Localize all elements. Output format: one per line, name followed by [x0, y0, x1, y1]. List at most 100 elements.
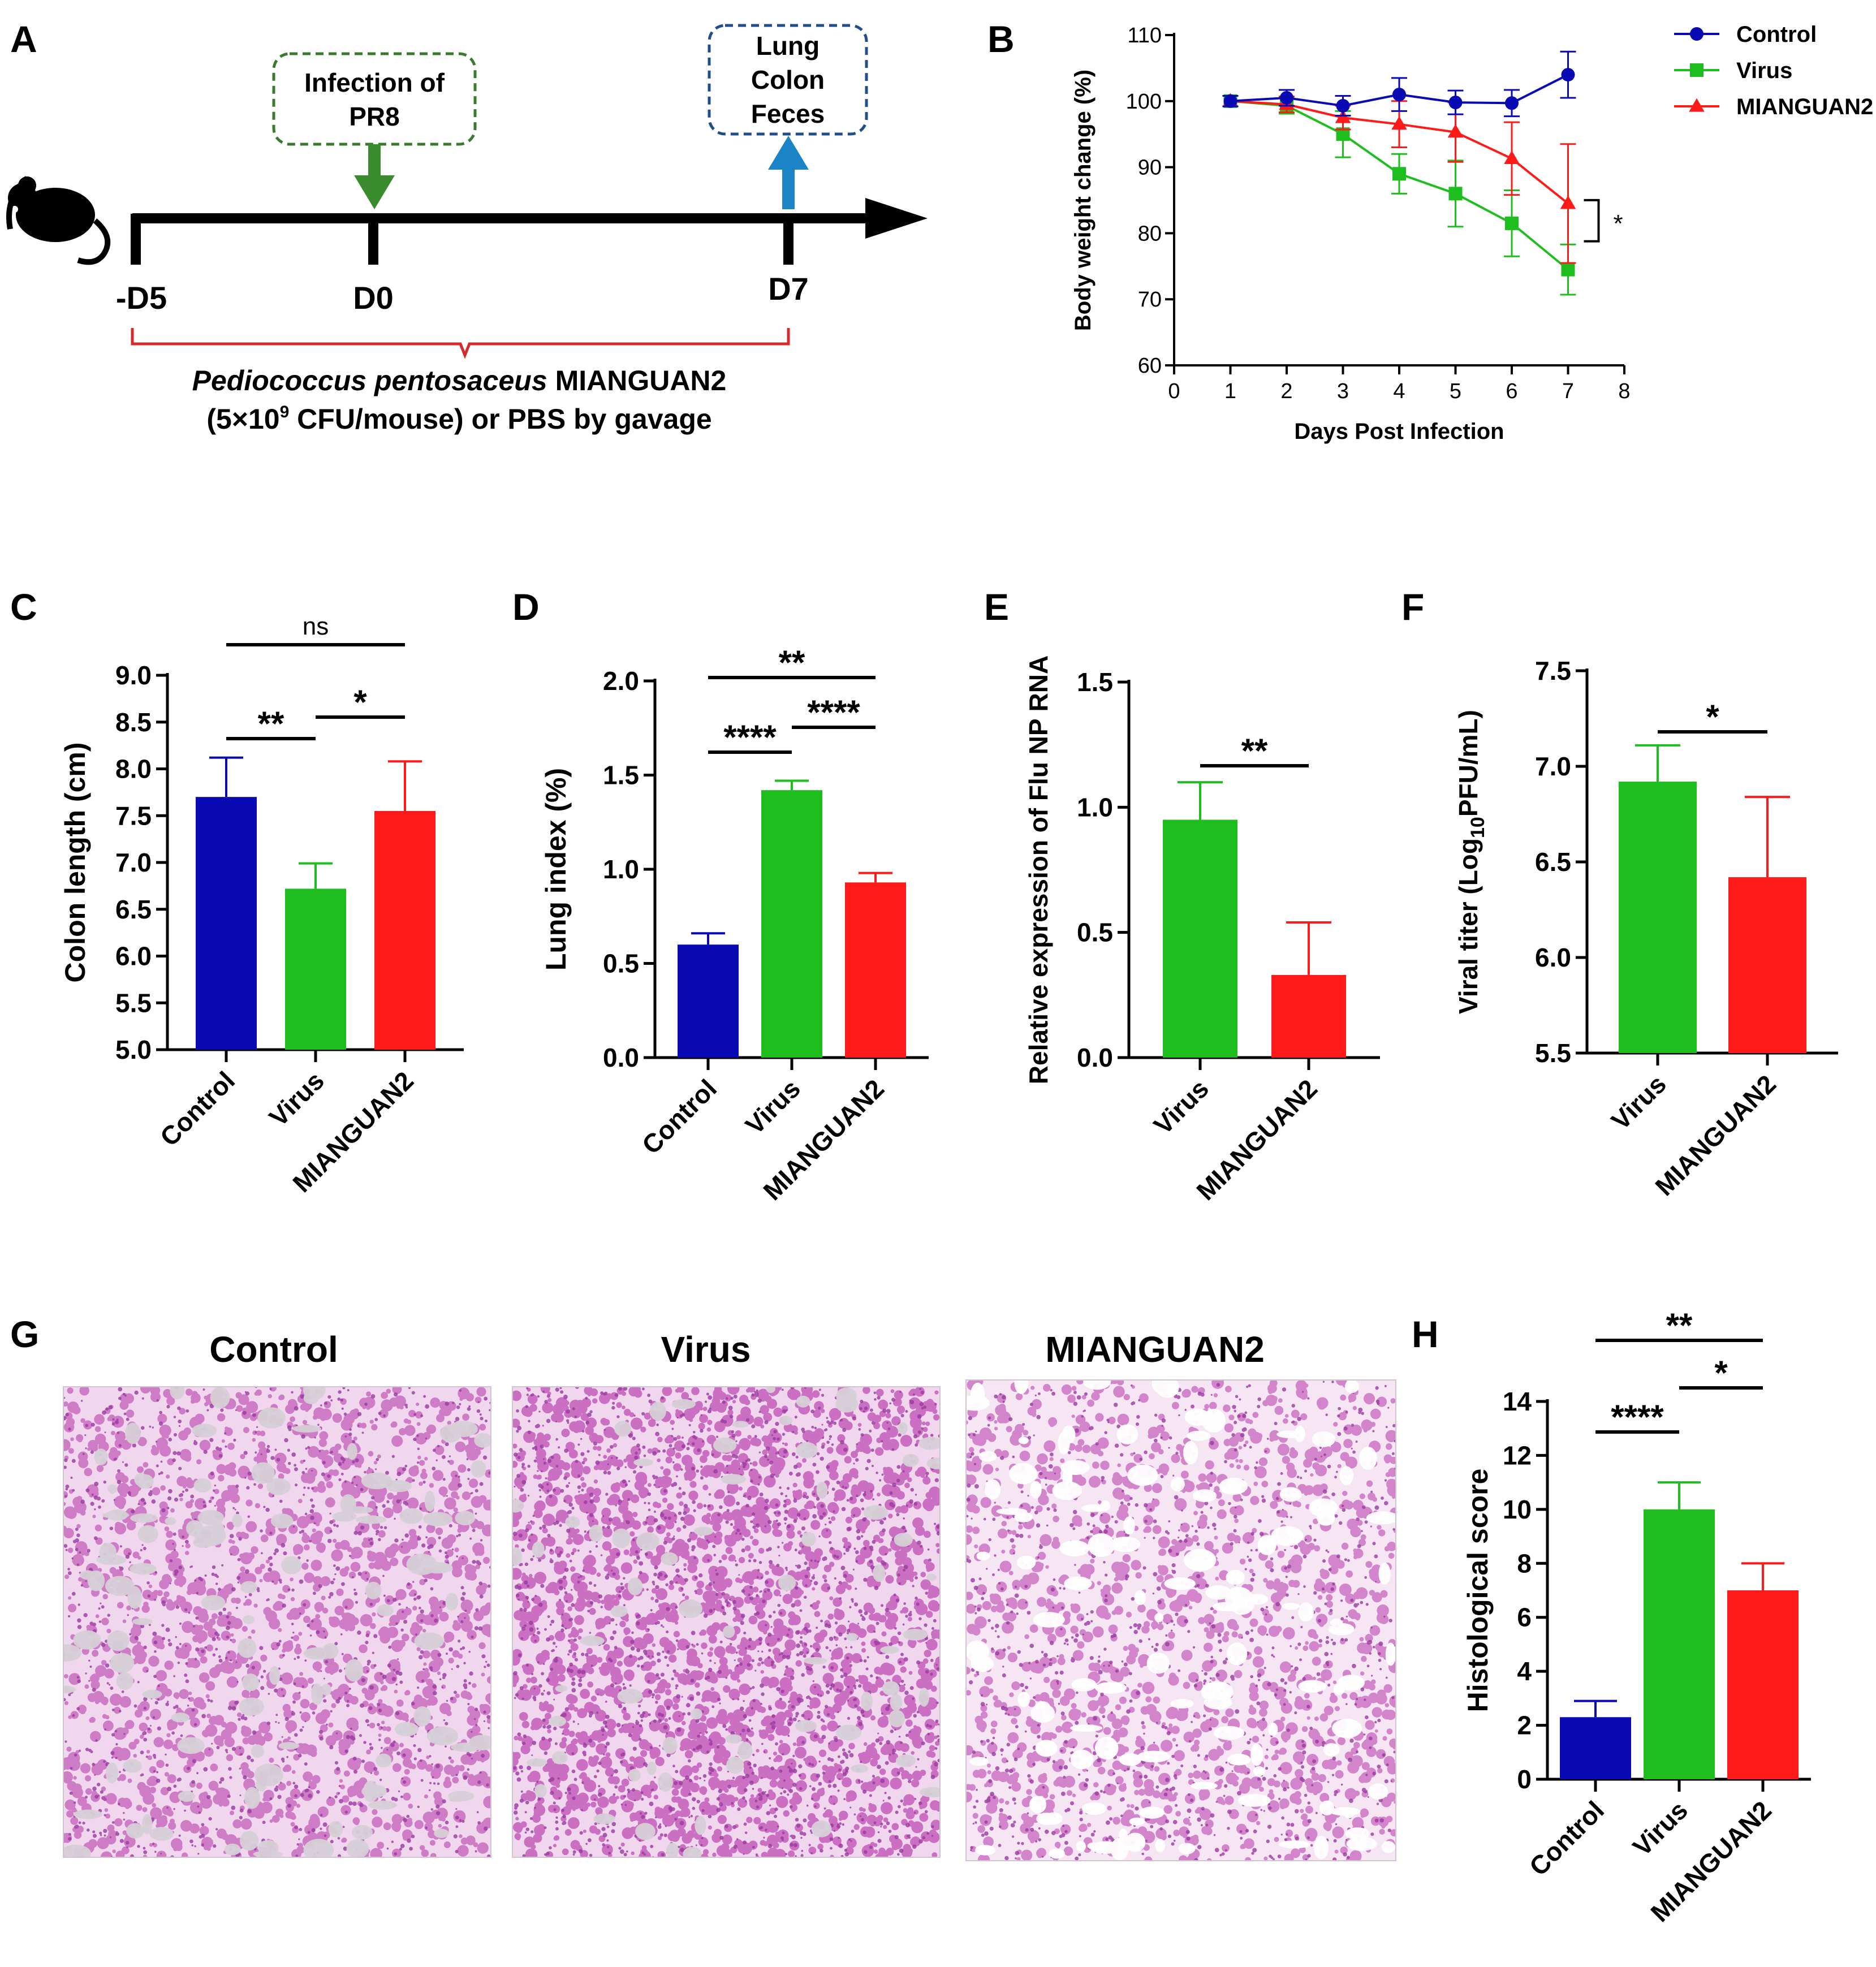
x-tick-label: Virus	[1627, 1795, 1694, 1862]
y-tick-label: 7.0	[115, 848, 152, 877]
bar-mianguan2	[1728, 877, 1806, 1053]
x-tick-label: 1	[1224, 379, 1236, 403]
infection-box-line1: Infection of	[304, 68, 445, 97]
y-tick-label: 6.5	[115, 895, 152, 924]
y-tick-label: 80	[1138, 222, 1162, 245]
panel-a-timeline: A -D5 D0 D7 Infection of PR8 Lung Colon …	[8, 18, 928, 435]
y-tick-label: 6.5	[1535, 847, 1571, 877]
significance-label: *	[1614, 210, 1623, 238]
significance-label: **	[1666, 1306, 1693, 1344]
y-tick-label: 12	[1503, 1440, 1532, 1470]
y-tick-label: 8.5	[115, 708, 152, 737]
x-tick-label: 7	[1562, 379, 1574, 403]
y-tick-label: 0.5	[1077, 918, 1113, 947]
legend-marker-virus	[1690, 63, 1704, 77]
significance-label: *	[353, 683, 367, 721]
data-point-virus	[1505, 217, 1519, 230]
y-tick-label: 0.5	[603, 949, 639, 978]
y-tick-label: 1.5	[1077, 667, 1113, 697]
y-tick-label: 90	[1138, 156, 1162, 180]
mouse-icon	[8, 176, 107, 262]
bar-virus	[1644, 1509, 1715, 1779]
y-tick-label: 10	[1503, 1495, 1532, 1524]
significance-label: ****	[807, 693, 860, 731]
y-tick-label: 0.0	[603, 1043, 639, 1072]
y-axis-label: Body weight change (%)	[1071, 70, 1096, 331]
bar-virus	[1163, 819, 1237, 1058]
y-tick-label: 5.5	[115, 988, 152, 1017]
panel-letter-g: G	[10, 1313, 39, 1355]
bar-mianguan2	[845, 882, 906, 1058]
dose-label: (5×109 CFU/mouse) or PBS by gavage	[206, 403, 711, 435]
legend-marker-mianguan2	[1689, 98, 1705, 112]
panel-letter-b: B	[987, 18, 1015, 60]
data-point-virus	[1562, 263, 1575, 277]
y-tick-label: 100	[1126, 90, 1162, 114]
bar-virus	[1619, 782, 1697, 1053]
y-tick-label: 7.5	[1535, 656, 1571, 685]
bar-control	[1560, 1717, 1631, 1779]
y-tick-label: 5.0	[115, 1035, 152, 1064]
panel-letter-h: H	[1412, 1313, 1439, 1355]
histology-image-virus	[506, 1382, 947, 1862]
panel-g-histology: G Control Virus MIANGUAN2	[10, 1313, 1401, 1866]
significance-label: **	[779, 644, 805, 681]
data-point-control	[1336, 99, 1350, 113]
collection-box-line2: Colon	[751, 65, 825, 94]
histology-title-mianguan2: MIANGUAN2	[1045, 1329, 1265, 1370]
y-tick-label: 8	[1517, 1548, 1532, 1578]
significance-label: ns	[303, 612, 329, 640]
y-axis-label: Colon length (cm)	[59, 743, 91, 983]
tick-label-d0: D0	[353, 280, 394, 316]
x-tick-label: 0	[1168, 379, 1180, 403]
y-tick-label: 7.5	[115, 801, 152, 830]
data-point-control	[1449, 96, 1463, 109]
x-tick-label: 8	[1618, 379, 1630, 403]
data-point-virus	[1449, 187, 1463, 200]
x-tick-label: Control	[636, 1073, 722, 1159]
data-point-control	[1392, 88, 1406, 101]
x-tick-label: Virus	[264, 1066, 330, 1132]
x-tick-label: Virus	[1148, 1073, 1215, 1140]
y-tick-label: 5.5	[1535, 1038, 1571, 1068]
bar-virus	[285, 888, 346, 1050]
y-axis-label: Relative expression of Flu NP RNA	[1024, 655, 1053, 1084]
significance-label: ****	[723, 718, 777, 756]
y-tick-label: 0.0	[1077, 1043, 1113, 1072]
data-point-control	[1280, 91, 1293, 105]
y-tick-label: 2.0	[603, 666, 639, 696]
data-point-control	[1224, 94, 1237, 108]
timeline-arrowhead	[865, 198, 928, 239]
data-point-virus	[1392, 167, 1406, 180]
y-tick-label: 1.0	[1077, 792, 1113, 822]
panel-letter-d: D	[512, 586, 540, 628]
y-tick-label: 110	[1127, 24, 1162, 48]
histology-image-mianguan2	[960, 1371, 1401, 1866]
panel-letter-c: C	[10, 586, 37, 628]
tick-label-d-5: -D5	[116, 280, 167, 316]
bar-mianguan2	[1727, 1590, 1799, 1779]
x-tick-label: 5	[1450, 379, 1461, 403]
histology-image-control	[51, 1380, 495, 1863]
panel-letter-a: A	[10, 18, 37, 60]
legend-label-virus: Virus	[1736, 58, 1792, 83]
panel-letter-e: E	[984, 586, 1009, 628]
data-point-mianguan2	[1560, 195, 1576, 209]
y-tick-label: 4	[1517, 1657, 1532, 1686]
bar-mianguan2	[374, 811, 435, 1050]
y-axis-label: Lung index (%)	[540, 768, 572, 970]
x-tick-label: 3	[1337, 379, 1349, 403]
x-tick-label: Control	[154, 1066, 240, 1151]
x-axis-label: Days Post Infection	[1294, 419, 1504, 444]
y-tick-label: 7.0	[1535, 752, 1571, 781]
significance-label: *	[1706, 698, 1719, 736]
significance-label: **	[1241, 732, 1268, 770]
